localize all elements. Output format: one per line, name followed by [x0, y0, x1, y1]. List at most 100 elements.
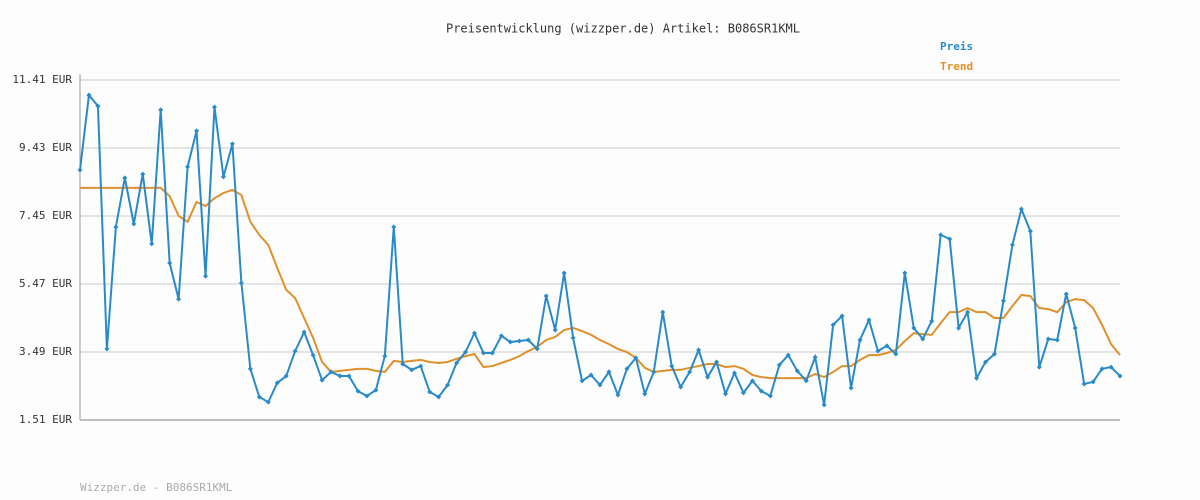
point-marker: [382, 353, 388, 359]
point-marker: [283, 373, 289, 379]
point-marker: [678, 384, 684, 390]
point-marker: [355, 388, 361, 394]
point-marker: [902, 270, 908, 276]
point-marker: [220, 174, 226, 180]
point-marker: [749, 378, 755, 384]
point-marker: [767, 393, 773, 399]
y-tick-label: 7.45 EUR: [19, 209, 72, 222]
point-marker: [1000, 298, 1006, 304]
point-marker: [454, 360, 460, 366]
point-marker: [122, 175, 128, 181]
point-marker: [543, 293, 549, 299]
point-marker: [794, 368, 800, 374]
y-tick-label: 1.51 EUR: [19, 413, 72, 426]
point-marker: [104, 346, 110, 352]
point-marker: [373, 387, 379, 393]
point-marker: [194, 128, 200, 134]
point-marker: [463, 349, 469, 355]
point-marker: [400, 361, 406, 367]
point-marker: [292, 348, 298, 354]
point-marker: [337, 373, 343, 379]
point-marker: [149, 241, 155, 247]
point-marker: [830, 322, 836, 328]
point-marker: [696, 347, 702, 353]
point-marker: [875, 348, 881, 354]
point-marker: [427, 389, 433, 395]
point-marker: [319, 377, 325, 383]
point-marker: [669, 363, 675, 369]
point-marker: [77, 167, 83, 173]
point-marker: [346, 373, 352, 379]
chart-title: Preisentwicklung (wizzper.de) Artikel: B…: [446, 22, 800, 36]
point-marker: [687, 369, 693, 375]
point-marker: [158, 107, 164, 113]
point-marker: [606, 369, 612, 375]
point-marker: [471, 330, 477, 336]
point-marker: [633, 355, 639, 361]
point-marker: [507, 339, 513, 345]
y-tick-label: 9.43 EUR: [19, 141, 72, 154]
point-marker: [624, 366, 630, 372]
point-marker: [131, 221, 137, 227]
point-marker: [705, 374, 711, 380]
point-marker: [167, 260, 173, 266]
point-marker: [1036, 364, 1042, 370]
point-marker: [1072, 325, 1078, 331]
point-marker: [642, 391, 648, 397]
point-marker: [956, 325, 962, 331]
point-marker: [238, 280, 244, 286]
point-marker: [409, 367, 415, 373]
point-marker: [247, 366, 253, 372]
point-marker: [301, 329, 307, 335]
point-marker: [714, 359, 720, 365]
point-marker: [274, 380, 280, 386]
point-marker: [552, 327, 558, 333]
point-marker: [812, 354, 818, 360]
point-marker: [1090, 379, 1096, 385]
point-marker: [229, 141, 235, 147]
legend-entry: Trend: [940, 60, 973, 73]
point-marker: [1045, 336, 1051, 342]
point-marker: [256, 394, 262, 400]
y-tick-label: 11.41 EUR: [12, 73, 72, 86]
point-marker: [203, 273, 209, 279]
point-marker: [498, 333, 504, 339]
point-marker: [731, 370, 737, 376]
point-marker: [929, 318, 935, 324]
point-marker: [920, 336, 926, 342]
series-line: [80, 186, 1121, 380]
point-marker: [660, 309, 666, 315]
point-marker: [857, 337, 863, 343]
point-marker: [597, 382, 603, 388]
point-marker: [848, 385, 854, 391]
point-marker: [525, 337, 531, 343]
point-marker: [113, 224, 119, 230]
point-marker: [965, 309, 971, 315]
point-marker: [310, 352, 316, 358]
point-marker: [534, 346, 540, 352]
point-marker: [776, 362, 782, 368]
y-tick-label: 5.47 EUR: [19, 277, 72, 290]
point-marker: [489, 350, 495, 356]
point-marker: [436, 394, 442, 400]
point-marker: [893, 351, 899, 357]
point-marker: [1054, 337, 1060, 343]
point-marker: [1009, 242, 1015, 248]
point-marker: [1018, 206, 1024, 212]
point-marker: [391, 224, 397, 230]
point-marker: [785, 352, 791, 358]
point-marker: [839, 313, 845, 319]
point-marker: [95, 103, 101, 109]
point-marker: [140, 171, 146, 177]
point-marker: [615, 392, 621, 398]
point-marker: [947, 236, 953, 242]
point-marker: [651, 369, 657, 375]
point-marker: [821, 402, 827, 408]
point-marker: [265, 399, 271, 405]
point-marker: [740, 390, 746, 396]
point-marker: [579, 378, 585, 384]
point-marker: [86, 92, 92, 98]
point-marker: [516, 338, 522, 344]
